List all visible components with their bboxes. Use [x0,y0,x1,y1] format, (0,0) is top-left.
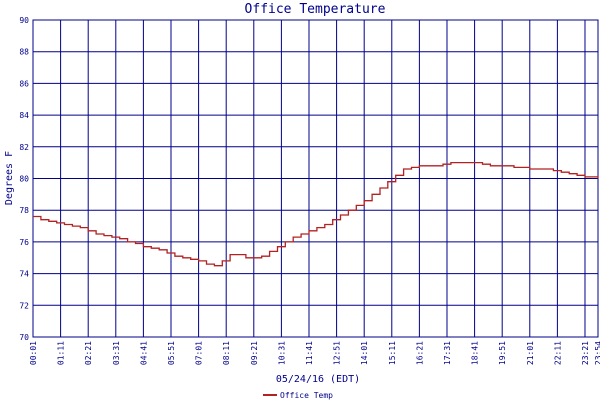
legend-label: Office Temp [280,391,333,400]
legend: Office Temp [263,391,333,400]
x-tick-label: 00:01 [29,341,38,365]
x-tick-label: 02:21 [84,341,93,365]
x-tick-label: 19:51 [498,341,507,365]
x-tick-label: 03:31 [112,341,121,365]
y-tick-label: 86 [19,79,29,88]
x-tick-label: 04:41 [139,341,148,365]
x-tick-label: 23:54 [594,341,600,365]
x-tick-label: 12:51 [333,341,342,365]
x-tick-label: 11:41 [305,341,314,365]
x-tick-label: 18:41 [471,341,480,365]
x-tick-label: 01:11 [57,341,66,365]
x-tick-label: 07:01 [195,341,204,365]
y-tick-labels: 70 72 74 76 78 80 82 84 86 88 90 [19,16,29,342]
y-tick-label: 78 [19,206,29,215]
x-tick-label: 17:31 [443,341,452,365]
y-tick-label: 80 [19,175,29,184]
x-tick-label: 08:11 [222,341,231,365]
y-tick-label: 90 [19,16,29,25]
series-line-office-temp [33,161,599,267]
grid [32,19,599,338]
x-tick-label: 09:21 [250,341,259,365]
y-tick-label: 88 [19,48,29,57]
y-tick-label: 70 [19,333,29,342]
chart-title: Office Temperature [245,2,386,17]
series-layer [33,161,599,267]
y-axis-title: Degrees F [4,151,15,205]
x-tick-label: 21:01 [526,341,535,365]
x-tick-label: 15:11 [388,341,397,365]
y-tick-label: 74 [19,270,29,279]
y-tick-label: 76 [19,238,29,247]
x-tick-label: 22:11 [553,341,562,365]
y-tick-label: 82 [19,143,29,152]
y-tick-label: 72 [19,301,29,310]
y-tick-label: 84 [19,111,29,120]
x-axis-title: 05/24/16 (EDT) [276,374,360,385]
x-tick-label: 23:21 [581,341,590,365]
x-tick-label: 05:51 [167,341,176,365]
x-tick-label: 16:21 [415,341,424,365]
x-tick-label: 14:01 [360,341,369,365]
x-tick-label: 10:31 [277,341,286,365]
x-tick-labels: 00:01 01:11 02:21 03:31 04:41 05:51 07:01 08:11… [29,341,600,365]
